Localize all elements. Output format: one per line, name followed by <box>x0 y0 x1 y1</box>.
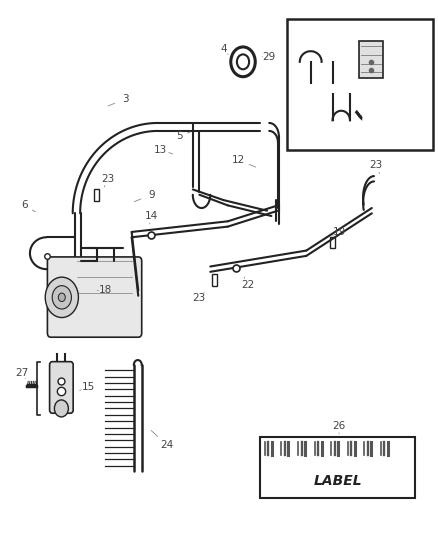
Text: 25: 25 <box>374 62 387 72</box>
Text: 14: 14 <box>145 211 158 221</box>
Text: 15: 15 <box>81 382 95 392</box>
Text: 23: 23 <box>370 160 383 171</box>
Text: LABEL: LABEL <box>314 474 362 488</box>
Text: 4: 4 <box>220 44 227 53</box>
FancyBboxPatch shape <box>49 362 73 413</box>
Text: 27: 27 <box>15 368 28 378</box>
Circle shape <box>58 293 65 302</box>
Circle shape <box>52 286 71 309</box>
Text: 23: 23 <box>101 174 114 184</box>
Text: 29: 29 <box>263 52 276 61</box>
Bar <box>287 19 433 150</box>
FancyBboxPatch shape <box>47 257 142 337</box>
Text: 13: 13 <box>153 144 167 155</box>
Bar <box>261 437 416 498</box>
Text: 9: 9 <box>148 190 155 200</box>
Text: 18: 18 <box>99 286 112 295</box>
Text: 3: 3 <box>122 94 128 104</box>
Text: 19: 19 <box>332 227 346 237</box>
Bar <box>359 41 383 78</box>
Text: 5: 5 <box>177 131 183 141</box>
Text: 23: 23 <box>193 293 206 303</box>
Text: 12: 12 <box>232 155 245 165</box>
Text: 28: 28 <box>385 115 398 125</box>
Text: 26: 26 <box>332 421 346 431</box>
Text: 24: 24 <box>160 440 173 450</box>
Circle shape <box>54 400 68 417</box>
Text: 6: 6 <box>21 200 28 211</box>
Circle shape <box>45 277 78 318</box>
Text: 22: 22 <box>241 280 254 290</box>
